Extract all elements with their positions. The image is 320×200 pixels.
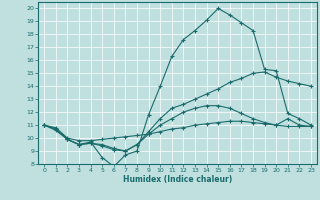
X-axis label: Humidex (Indice chaleur): Humidex (Indice chaleur) [123, 175, 232, 184]
